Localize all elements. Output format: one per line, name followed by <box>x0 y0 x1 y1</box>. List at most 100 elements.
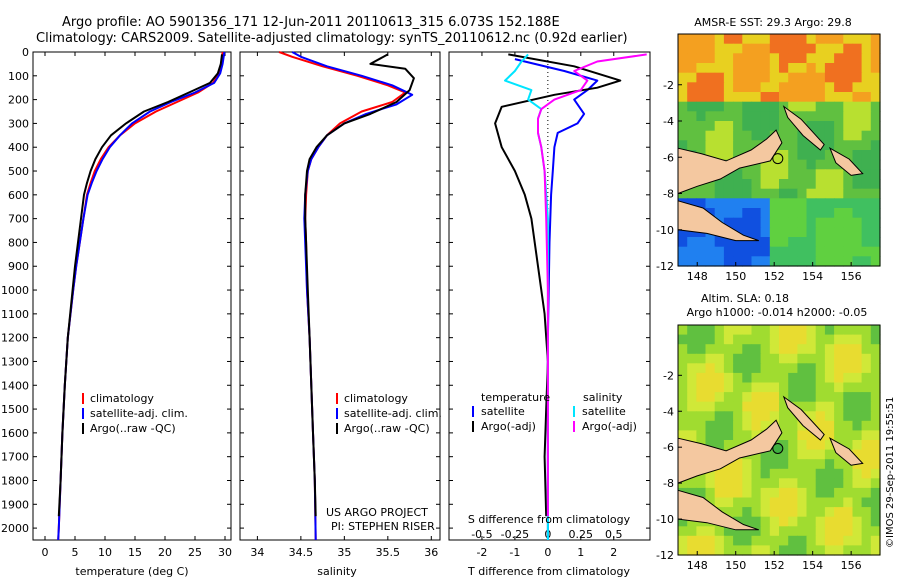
map-grid-cell <box>779 507 789 518</box>
map-grid-cell <box>852 72 863 83</box>
map-grid-cell <box>852 121 863 132</box>
map-grid-cell <box>788 34 798 45</box>
map-grid-cell <box>797 507 808 518</box>
map-grid-cell <box>742 43 753 54</box>
map-grid-cell <box>723 440 734 451</box>
map-grid-cell <box>788 334 798 345</box>
map-grid-cell <box>861 217 872 228</box>
map-grid-cell <box>733 344 743 355</box>
map-grid-cell <box>861 325 872 336</box>
map-grid-cell <box>779 487 789 499</box>
y-tick-label: 1400 <box>1 379 29 392</box>
map-grid-cell <box>769 237 780 248</box>
map-grid-cell <box>806 545 817 556</box>
map-grid-cell <box>806 208 817 219</box>
map-grid-cell <box>806 440 817 451</box>
map-grid-cell <box>751 372 762 384</box>
map-grid-cell <box>733 420 743 431</box>
map-grid-cell <box>852 246 863 257</box>
map-grid-cell <box>788 440 798 451</box>
map-grid-cell <box>742 198 753 209</box>
x-tick-label: 36 <box>424 546 438 559</box>
map-grid-cell <box>852 372 863 384</box>
map-grid-cell <box>870 516 881 527</box>
map-grid-cell <box>751 478 762 489</box>
map-grid-cell <box>687 401 697 412</box>
map-grid-cell <box>733 53 743 64</box>
x-tick-label: 35.5 <box>376 546 401 559</box>
map-grid-cell <box>824 34 835 45</box>
map-grid-cell <box>806 34 817 45</box>
map-grid-cell <box>843 72 854 83</box>
map-grid-cell <box>705 179 716 190</box>
map-grid-cell <box>760 353 771 364</box>
map-grid-cell <box>815 526 826 537</box>
map-grid-cell <box>733 487 743 499</box>
map-grid-cell <box>834 82 844 93</box>
series-line <box>304 53 415 517</box>
map-grid-cell <box>852 440 863 451</box>
map-grid-cell <box>843 325 854 336</box>
map-grid-cell <box>696 372 707 384</box>
map-grid-cell <box>852 420 863 431</box>
map-grid-cell <box>843 111 854 122</box>
map-grid-cell <box>852 325 863 336</box>
map-grid-cell <box>834 545 844 556</box>
sst-map: 148 150 152 154 156 -2 -4 -6 -8 -10 -12 <box>656 33 881 283</box>
map-grid-cell <box>779 535 789 546</box>
map-grid-cell <box>861 516 872 527</box>
map-grid-cell <box>742 535 753 546</box>
map-grid-cell <box>834 101 844 112</box>
map-grid-cell <box>714 111 725 122</box>
map-grid-cell <box>815 72 826 83</box>
map-grid-cell <box>678 111 688 122</box>
map-grid-cell <box>806 217 817 228</box>
map-x-tick-label: 150 <box>725 559 746 572</box>
map-grid-cell <box>788 198 798 209</box>
map-grid-cell <box>714 392 725 403</box>
map-grid-cell <box>779 82 789 93</box>
map-grid-cell <box>733 325 743 336</box>
temperature-xlabel: temperature (deg C) <box>75 565 188 578</box>
map-grid-cell <box>723 92 734 103</box>
map-grid-cell <box>742 382 753 393</box>
map-grid-cell <box>779 111 789 122</box>
map-grid-cell <box>751 198 762 209</box>
map-grid-cell <box>696 411 707 422</box>
map-grid-cell <box>788 430 798 441</box>
map-grid-cell <box>815 382 826 393</box>
map-grid-cell <box>861 179 872 190</box>
temperature-legend: climatology satellite-adj. clim. Argo(..… <box>82 392 188 435</box>
map-grid-cell <box>696 430 707 441</box>
map-grid-cell <box>843 101 854 112</box>
map-grid-cell <box>852 256 863 267</box>
map-grid-cell <box>806 179 817 190</box>
map-grid-cell <box>742 516 753 527</box>
legend-heading-salinity: salinity <box>583 391 623 404</box>
map-grid-cell <box>824 468 835 479</box>
map-grid-cell <box>751 344 762 355</box>
map-grid-cell <box>834 363 844 374</box>
map-grid-cell <box>870 217 881 228</box>
map-grid-cell <box>779 217 789 228</box>
map-grid-cell <box>678 526 688 537</box>
map-grid-cell <box>788 121 798 132</box>
sla-map-title-line-1: Altim. SLA: 0.18 <box>701 292 789 305</box>
map-grid-cell <box>760 43 771 54</box>
map-grid-cell <box>723 246 734 257</box>
map-grid-cell <box>705 188 716 199</box>
map-grid-cell <box>723 344 734 355</box>
map-grid-cell <box>769 198 780 209</box>
map-grid-cell <box>769 382 780 393</box>
map-grid-cell <box>705 468 716 479</box>
map-grid-cell <box>834 487 844 499</box>
map-grid-cell <box>797 63 808 74</box>
map-grid-cell <box>788 188 798 199</box>
map-grid-cell <box>779 353 789 364</box>
map-grid-cell <box>806 53 817 64</box>
map-grid-cell <box>834 411 844 422</box>
map-grid-cell <box>769 256 780 267</box>
map-grid-cell <box>797 169 808 180</box>
map-grid-cell <box>852 82 863 93</box>
map-grid-cell <box>742 353 753 364</box>
